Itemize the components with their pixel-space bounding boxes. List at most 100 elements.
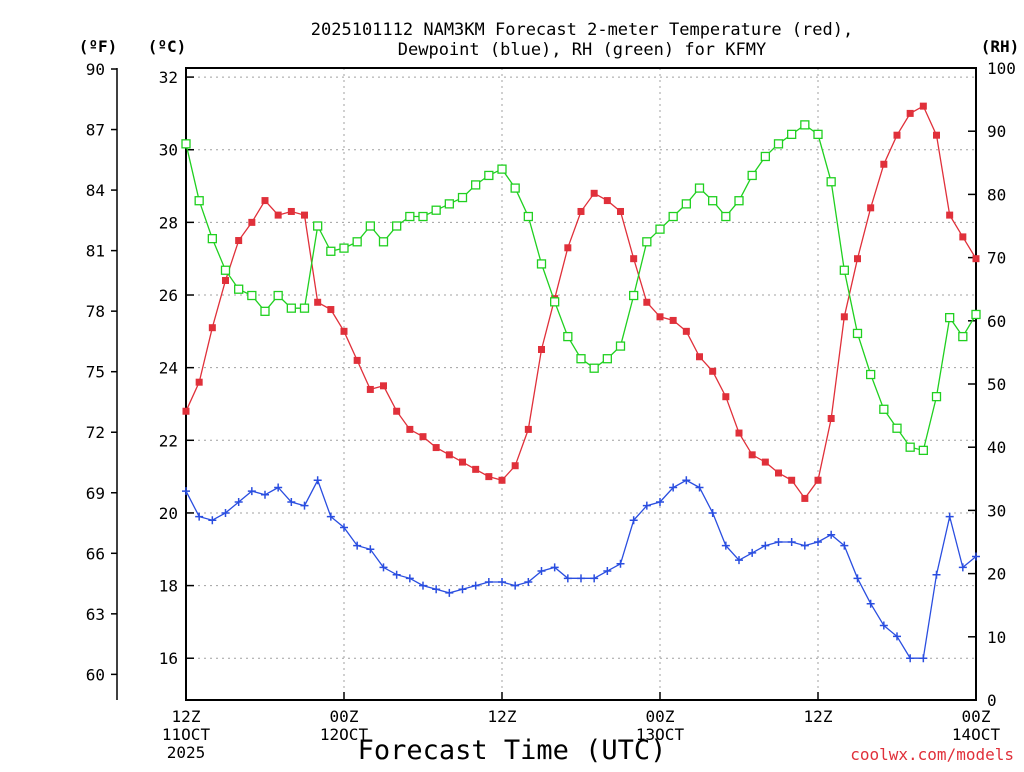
data-point — [523, 211, 533, 222]
data-point — [906, 109, 914, 117]
data-point — [195, 512, 204, 521]
data-point — [405, 211, 415, 222]
data-point — [629, 516, 638, 525]
data-point — [207, 233, 217, 244]
data-point — [721, 541, 730, 550]
data-point — [484, 170, 494, 181]
data-point — [366, 385, 374, 393]
celsius-tick-label: 16 — [159, 649, 178, 668]
data-point — [445, 451, 453, 459]
rh-tick-label: 80 — [987, 185, 1006, 204]
data-point — [946, 211, 954, 219]
x-tick-label: 12Z — [172, 707, 201, 726]
axes-layer: 16 18 20 22 24 26 28 30 32 60 63 66 69 72 75 78 81 84 87 90… — [86, 59, 1016, 762]
data-point — [826, 177, 836, 187]
data-point — [800, 541, 809, 550]
data-point — [538, 345, 545, 353]
series-layer — [181, 102, 981, 663]
data-point — [814, 538, 822, 546]
series-line — [185, 105, 977, 500]
data-point — [498, 577, 506, 586]
data-point — [669, 483, 678, 492]
data-point — [787, 129, 797, 140]
data-point — [827, 530, 836, 539]
data-point — [682, 476, 691, 485]
rh-tick-label: 40 — [987, 438, 1006, 457]
data-point — [682, 327, 690, 335]
data-point — [840, 313, 848, 321]
x-tick-label: 14OCT — [952, 725, 1001, 744]
celsius-tick-label: 30 — [159, 141, 178, 160]
data-point — [457, 192, 468, 203]
data-point — [247, 290, 257, 301]
data-point — [906, 654, 915, 663]
data-point — [958, 331, 968, 342]
data-point — [286, 303, 296, 313]
data-point — [537, 567, 546, 576]
data-point — [524, 425, 532, 433]
data-point — [945, 312, 955, 323]
data-point — [248, 218, 256, 226]
data-point — [958, 563, 967, 572]
data-point — [511, 462, 519, 470]
data-point — [747, 170, 757, 181]
data-point — [182, 407, 190, 415]
data-point — [195, 378, 203, 386]
data-point — [497, 164, 507, 174]
celsius-tick-label: 24 — [159, 359, 178, 378]
data-point — [550, 297, 560, 307]
data-point — [866, 369, 876, 380]
data-point — [458, 585, 467, 594]
data-point — [602, 354, 612, 364]
data-point — [867, 204, 875, 212]
data-point — [444, 199, 454, 209]
data-point — [879, 621, 888, 630]
data-point — [563, 331, 573, 342]
data-point — [511, 581, 520, 590]
data-point — [748, 451, 756, 459]
data-point — [879, 404, 889, 414]
data-point — [431, 205, 441, 215]
data-point — [222, 276, 229, 284]
data-point — [972, 552, 980, 561]
x-tick-label: 00Z — [330, 707, 359, 726]
data-point — [419, 581, 427, 590]
data-point — [748, 548, 757, 557]
data-point — [379, 563, 388, 572]
data-point — [406, 425, 414, 433]
data-point — [182, 487, 190, 496]
data-point — [445, 588, 454, 597]
celsius-tick-label: 18 — [159, 577, 178, 596]
rh-tick-label: 10 — [987, 628, 1006, 647]
data-point — [299, 303, 310, 313]
chart-title-line-1: 2025101112 NAM3KM Forecast 2-meter Tempe… — [311, 20, 853, 40]
data-point — [326, 246, 336, 256]
data-point — [498, 476, 506, 484]
data-point — [813, 129, 823, 140]
rh-tick-label: 70 — [987, 249, 1006, 268]
fahrenheit-tick-label: 60 — [86, 665, 105, 684]
data-point — [550, 563, 559, 572]
data-point — [761, 458, 769, 466]
data-point — [366, 545, 375, 554]
data-point — [852, 328, 863, 339]
data-point — [313, 476, 322, 485]
data-point — [655, 224, 665, 234]
data-point — [577, 574, 585, 583]
data-point — [839, 265, 849, 275]
data-point — [392, 221, 402, 231]
data-point — [353, 356, 361, 364]
data-point — [181, 139, 191, 149]
data-point — [339, 243, 349, 253]
data-point — [405, 574, 414, 583]
data-point — [234, 284, 244, 294]
fahrenheit-tick-label: 84 — [86, 181, 105, 200]
data-point — [327, 306, 335, 314]
data-point — [709, 367, 717, 375]
data-point — [933, 131, 940, 139]
data-point — [274, 483, 283, 492]
data-point — [472, 465, 480, 473]
data-point — [932, 570, 941, 579]
